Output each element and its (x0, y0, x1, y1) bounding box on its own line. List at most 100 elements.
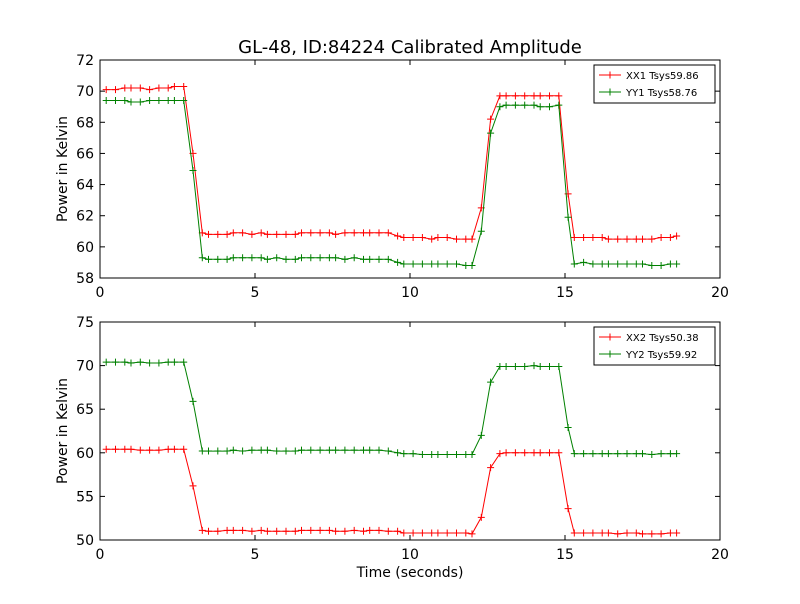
x-tick-label: 15 (556, 285, 574, 301)
data-point (205, 447, 212, 455)
data-point (546, 362, 553, 370)
data-point (155, 96, 163, 104)
data-point (375, 526, 383, 534)
data-point (273, 527, 281, 535)
data-point (366, 229, 374, 237)
data-point (589, 260, 597, 268)
data-point (443, 451, 451, 459)
data-point (673, 260, 681, 268)
y-axis-label: Power in Kelvin (55, 116, 71, 222)
data-point (146, 96, 154, 104)
data-point (521, 92, 529, 100)
data-point (112, 96, 119, 104)
data-point (598, 260, 606, 268)
data-point (570, 529, 578, 537)
data-point (462, 529, 470, 537)
data-point (248, 230, 256, 238)
data-point (580, 258, 588, 266)
data-point (214, 447, 222, 455)
legend-entry: YY1 Tsys58.76 (625, 88, 697, 99)
data-point (530, 101, 538, 109)
data-point (496, 450, 504, 458)
data-point (223, 230, 231, 238)
data-point (428, 235, 436, 243)
data-point (198, 526, 206, 534)
data-point (434, 529, 442, 537)
data-point (164, 96, 172, 104)
legend-marker (606, 333, 614, 341)
data-point (121, 358, 129, 366)
data-point (598, 234, 606, 242)
data-point (418, 260, 426, 268)
data-point (341, 446, 349, 454)
data-point (102, 96, 110, 104)
data-point (604, 450, 612, 458)
data-point (214, 255, 222, 263)
data-point (477, 431, 485, 439)
y-tick-label: 60 (76, 446, 94, 462)
data-point (614, 450, 622, 458)
data-point (127, 84, 135, 92)
legend-marker (606, 350, 614, 358)
data-point (180, 82, 188, 90)
data-point (536, 92, 544, 100)
data-point (536, 103, 544, 111)
data-point (223, 255, 231, 263)
data-point (546, 92, 553, 100)
data-point (428, 529, 436, 537)
y-tick-label: 55 (76, 489, 94, 505)
x-tick-label: 5 (251, 547, 260, 563)
data-point (487, 464, 495, 472)
data-point (205, 255, 212, 263)
data-point (136, 446, 144, 454)
data-point (502, 362, 510, 370)
data-point (316, 446, 324, 454)
data-point (570, 450, 578, 458)
data-point (639, 260, 646, 268)
data-point (332, 230, 340, 238)
data-point (502, 92, 510, 100)
data-point (657, 234, 665, 242)
data-point (570, 234, 578, 242)
data-point (428, 260, 436, 268)
data-point (511, 92, 519, 100)
data-point (632, 260, 640, 268)
data-point (462, 262, 470, 270)
legend-entry: XX2 Tsys50.38 (626, 333, 699, 344)
data-point (589, 234, 597, 242)
data-point (360, 527, 367, 535)
data-point (298, 254, 305, 262)
data-point (291, 527, 299, 535)
data-point (468, 235, 476, 243)
data-point (170, 358, 178, 366)
data-point (257, 254, 265, 262)
data-point (263, 255, 271, 263)
data-point (239, 526, 247, 534)
data-point (648, 235, 656, 243)
data-point (282, 230, 290, 238)
data-point (453, 260, 460, 268)
data-point (623, 529, 631, 537)
data-point (263, 527, 271, 535)
top-panel: 0 5 10 15 20 58 60 62 64 66 68 70 72 Power in Kelvin X… (55, 53, 729, 301)
data-point (127, 98, 135, 106)
data-point (639, 235, 646, 243)
data-point (112, 358, 119, 366)
data-point (443, 234, 451, 242)
data-point (298, 229, 305, 237)
data-point (198, 447, 206, 455)
data-point (409, 450, 417, 458)
data-point (248, 254, 256, 262)
data-point (325, 526, 333, 534)
data-point (564, 424, 572, 432)
data-point (229, 229, 237, 237)
data-point (223, 447, 231, 455)
data-point (384, 255, 392, 263)
data-point (604, 235, 612, 243)
data-point (375, 255, 383, 263)
data-point (136, 358, 144, 366)
data-point (189, 482, 197, 490)
data-point (341, 527, 349, 535)
data-point (146, 359, 154, 367)
data-point (555, 449, 563, 457)
